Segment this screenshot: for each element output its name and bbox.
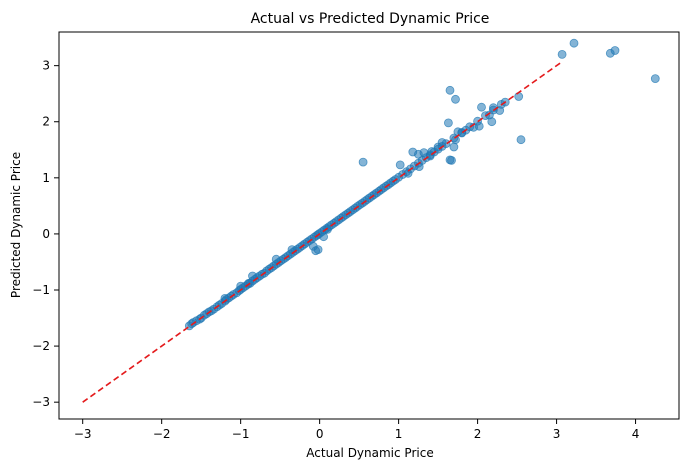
x-tick-label: 3 xyxy=(553,427,561,441)
x-tick-label: −3 xyxy=(74,427,92,441)
scatter-point xyxy=(313,245,323,255)
scatter-point xyxy=(514,92,524,101)
scatter-point xyxy=(437,138,447,147)
x-tick-label: −2 xyxy=(153,427,171,441)
chart-title: Actual vs Predicted Dynamic Price xyxy=(251,11,490,27)
scatter-point xyxy=(236,281,246,291)
y-axis: −3 −2 −1 0 1 2 3 xyxy=(32,59,59,409)
x-tick-label: 4 xyxy=(632,427,640,441)
scatter-point xyxy=(443,118,453,128)
scatter-point xyxy=(495,106,505,115)
scatter-point xyxy=(319,232,329,242)
y-tick-label: 2 xyxy=(42,115,50,129)
plot-frame xyxy=(58,31,680,420)
scatter-point xyxy=(358,157,368,167)
scatter-point xyxy=(451,135,460,145)
scatter-point xyxy=(557,50,567,59)
plot-area xyxy=(82,38,660,403)
scatter-point xyxy=(445,85,455,95)
scatter-point xyxy=(516,135,526,145)
scatter-point xyxy=(323,224,332,234)
y-tick-label: 3 xyxy=(42,59,50,73)
scatter-point xyxy=(451,94,460,104)
scatter-point xyxy=(271,254,281,264)
scatter-point xyxy=(447,155,456,165)
scatter-point xyxy=(569,38,579,48)
scatter-point xyxy=(487,117,497,127)
scatter-point xyxy=(449,142,459,152)
scatter-point xyxy=(650,74,660,83)
reference-line xyxy=(82,62,561,403)
y-tick-label: 1 xyxy=(42,171,50,185)
y-tick-label: −1 xyxy=(32,283,50,297)
x-tick-label: −1 xyxy=(232,427,250,441)
x-tick-label: 0 xyxy=(316,427,324,441)
scatter-point xyxy=(395,160,405,170)
y-tick-label: −3 xyxy=(32,395,50,409)
y-tick-label: −2 xyxy=(32,339,50,353)
scatter-point xyxy=(248,271,257,281)
x-tick-label: 1 xyxy=(395,427,403,441)
y-tick-label: 0 xyxy=(42,227,50,241)
x-axis-label: Actual Dynamic Price xyxy=(306,446,433,460)
x-axis: −3 −2 −1 0 1 2 3 4 xyxy=(74,419,640,441)
y-axis-label: Predicted Dynamic Price xyxy=(9,152,23,298)
scatter-point xyxy=(474,121,484,131)
scatter-point xyxy=(477,102,486,112)
scatter-point xyxy=(610,46,620,55)
x-tick-label: 2 xyxy=(474,427,482,441)
